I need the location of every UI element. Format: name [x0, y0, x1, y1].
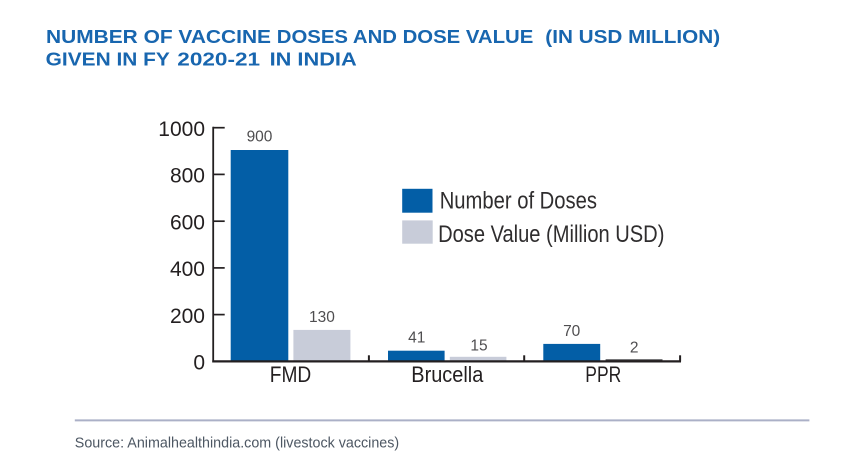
- svg-text:IN INDIA: IN INDIA: [270, 49, 357, 69]
- svg-text:200: 200: [170, 305, 205, 328]
- svg-text:70: 70: [563, 323, 581, 340]
- svg-text:Dose Value (Million USD): Dose Value (Million USD): [438, 221, 664, 248]
- svg-text:41: 41: [408, 329, 425, 346]
- svg-text:600: 600: [170, 211, 205, 234]
- svg-text:400: 400: [170, 258, 205, 281]
- svg-text:PPR: PPR: [585, 362, 621, 387]
- svg-text:Source: Animalhealthindia.com: Source: Animalhealthindia.com (livestock…: [75, 435, 399, 451]
- svg-text:NUMBER OF VACCINE: NUMBER OF VACCINE: [46, 27, 271, 47]
- svg-text:FMD: FMD: [270, 362, 312, 387]
- svg-text:130: 130: [309, 309, 335, 326]
- svg-text:DOSES AND DOSE VALUE: DOSES AND DOSE VALUE: [277, 27, 534, 47]
- svg-text:Number of Doses: Number of Doses: [440, 187, 597, 214]
- svg-text:2020-21: 2020-21: [177, 49, 260, 69]
- svg-text:15: 15: [470, 337, 487, 354]
- svg-text:(IN USD MILLION): (IN USD MILLION): [545, 27, 720, 47]
- svg-text:0: 0: [193, 352, 205, 375]
- svg-text:Brucella: Brucella: [411, 362, 484, 387]
- svg-text:900: 900: [247, 129, 273, 146]
- svg-text:2: 2: [630, 340, 639, 357]
- svg-text:1000: 1000: [158, 118, 205, 141]
- svg-text:800: 800: [170, 165, 205, 188]
- svg-text:GIVEN IN FY: GIVEN IN FY: [46, 49, 170, 69]
